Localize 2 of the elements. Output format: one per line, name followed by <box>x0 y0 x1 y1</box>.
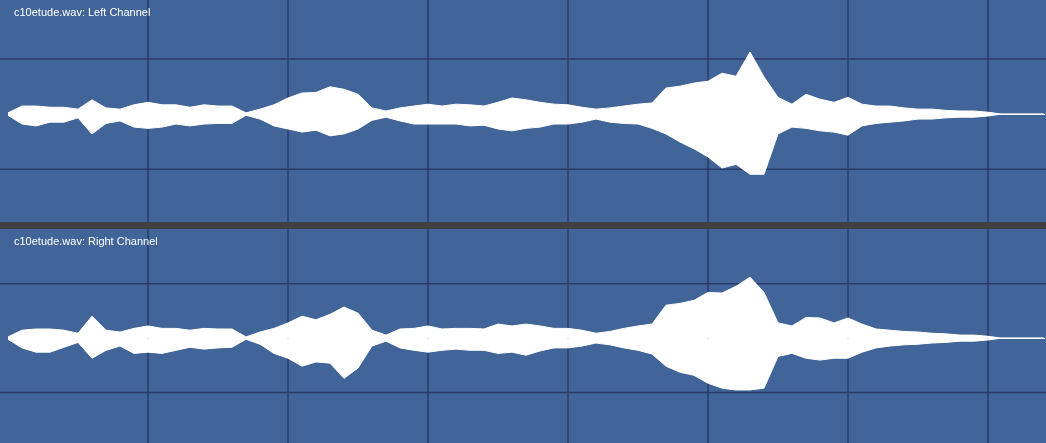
chart-title: c10etude.wav: Right Channel <box>14 235 158 247</box>
chart-title: c10etude.wav: Left Channel <box>14 6 151 18</box>
